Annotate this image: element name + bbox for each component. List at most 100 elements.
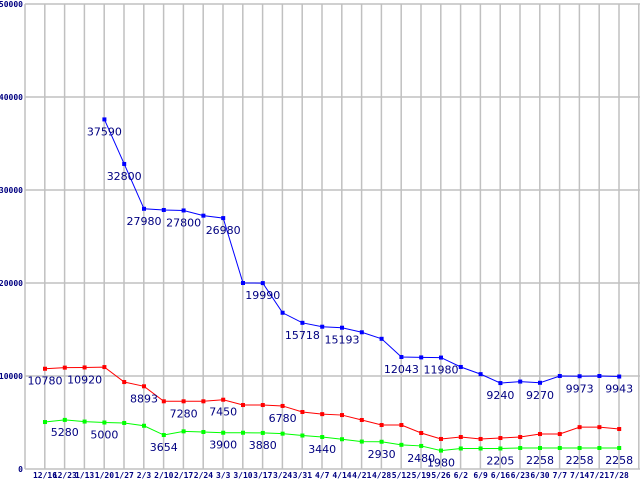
y-tick-label: 10000 [0,372,23,381]
data-point-blue [419,355,424,360]
data-label-green: 3654 [150,441,178,454]
data-point-blue [161,207,166,212]
data-point-red [260,403,265,408]
x-tick-label: 1/27 [115,471,134,480]
data-point-red [498,436,503,441]
data-point-green [122,420,127,425]
data-label-blue: 27980 [127,215,162,228]
data-point-red [577,425,582,430]
data-point-blue [478,372,483,377]
data-point-red [181,399,186,404]
data-label-red: 10920 [67,373,102,386]
data-point-green [419,443,424,448]
data-label-blue: 11980 [424,364,459,377]
data-point-blue [181,208,186,213]
x-tick-label: 1/20 [95,471,114,480]
x-tick-label: 4/21 [352,471,371,480]
data-point-red [161,399,166,404]
data-label-green: 5000 [90,429,118,442]
data-point-red [102,365,107,370]
data-point-blue [399,355,404,360]
data-label-green: 5280 [51,426,79,439]
data-point-green [458,446,463,451]
series-red: 10780 10920 8893 7280 7450 6780 [28,365,622,441]
data-point-green [617,446,622,451]
data-point-green [300,433,305,438]
data-label-green: 2258 [566,454,594,467]
data-point-red [557,432,562,437]
x-tick-label: 3/3 [216,471,231,480]
data-point-green [577,446,582,451]
x-tick-label: 2/17 [174,471,193,480]
data-point-red [201,399,206,404]
data-point-green [320,435,325,440]
x-tick-label: 2/3 [137,471,152,480]
data-label-red: 10780 [28,375,63,388]
data-label-green: 3440 [308,443,336,456]
data-label-blue: 9270 [526,389,554,402]
data-label-green: 2205 [486,454,514,467]
data-point-green [518,446,523,451]
data-point-blue [557,374,562,378]
series-line-red [44,366,620,440]
data-point-green [340,437,344,442]
data-point-green [82,419,87,424]
x-tick-label: 6/30 [530,471,549,480]
data-label-blue: 19990 [245,289,280,302]
data-point-red [280,403,285,408]
data-point-blue [201,213,206,218]
x-tick-label: 4/28 [372,471,391,480]
x-tick-label: 5/19 [412,471,431,480]
data-point-red [379,423,384,428]
x-tick-label: 4/7 [315,471,330,480]
data-point-green [399,442,404,447]
data-point-red [122,380,127,385]
x-tick-label: 7/28 [610,471,629,480]
x-tick-label: 7/7 [553,471,568,480]
data-point-blue [597,374,602,378]
data-point-green [498,446,503,451]
data-point-blue [538,380,542,385]
y-tick-label: 0 [18,465,23,474]
data-point-red [617,427,622,432]
data-label-blue: 12043 [384,363,419,376]
data-label-blue: 9973 [566,382,594,395]
data-label-green: 3900 [209,439,237,452]
data-point-red [241,403,245,408]
data-point-red [597,425,602,430]
data-point-blue [340,325,344,330]
x-tick-label: 4/14 [332,471,351,480]
x-tick-label: 12/23 [53,471,77,480]
data-label-green: 2258 [605,454,633,467]
data-point-blue [102,117,107,122]
data-label-blue: 15193 [325,334,360,347]
data-point-blue [320,324,325,329]
data-label-blue: 37590 [87,125,122,138]
data-label-green: 2258 [526,454,554,467]
data-point-blue [498,381,503,386]
data-label-green: 3880 [249,439,277,452]
x-tick-label: 2/24 [194,471,213,480]
data-point-green [102,420,107,425]
data-label-blue: 15718 [285,329,320,342]
data-point-blue [458,364,463,369]
data-label-red: 7280 [170,407,198,420]
x-tick-label: 3/10 [233,471,252,480]
data-point-red [340,413,344,418]
data-point-red [538,432,542,437]
data-point-green [142,423,146,428]
data-point-green [557,446,562,451]
x-tick-label: 7/21 [590,471,609,480]
data-point-blue [359,330,364,335]
data-point-blue [221,216,226,221]
data-point-blue [300,320,305,325]
data-point-red [320,412,325,417]
x-tick-label: 2/10 [154,471,173,480]
x-tick-label: 3/24 [273,471,292,480]
y-tick-label: 20000 [0,279,23,288]
data-point-blue [518,379,523,384]
data-point-green [241,430,245,435]
x-tick-label: 12/16 [33,471,57,480]
data-point-red [62,365,67,370]
data-point-red [142,384,146,389]
